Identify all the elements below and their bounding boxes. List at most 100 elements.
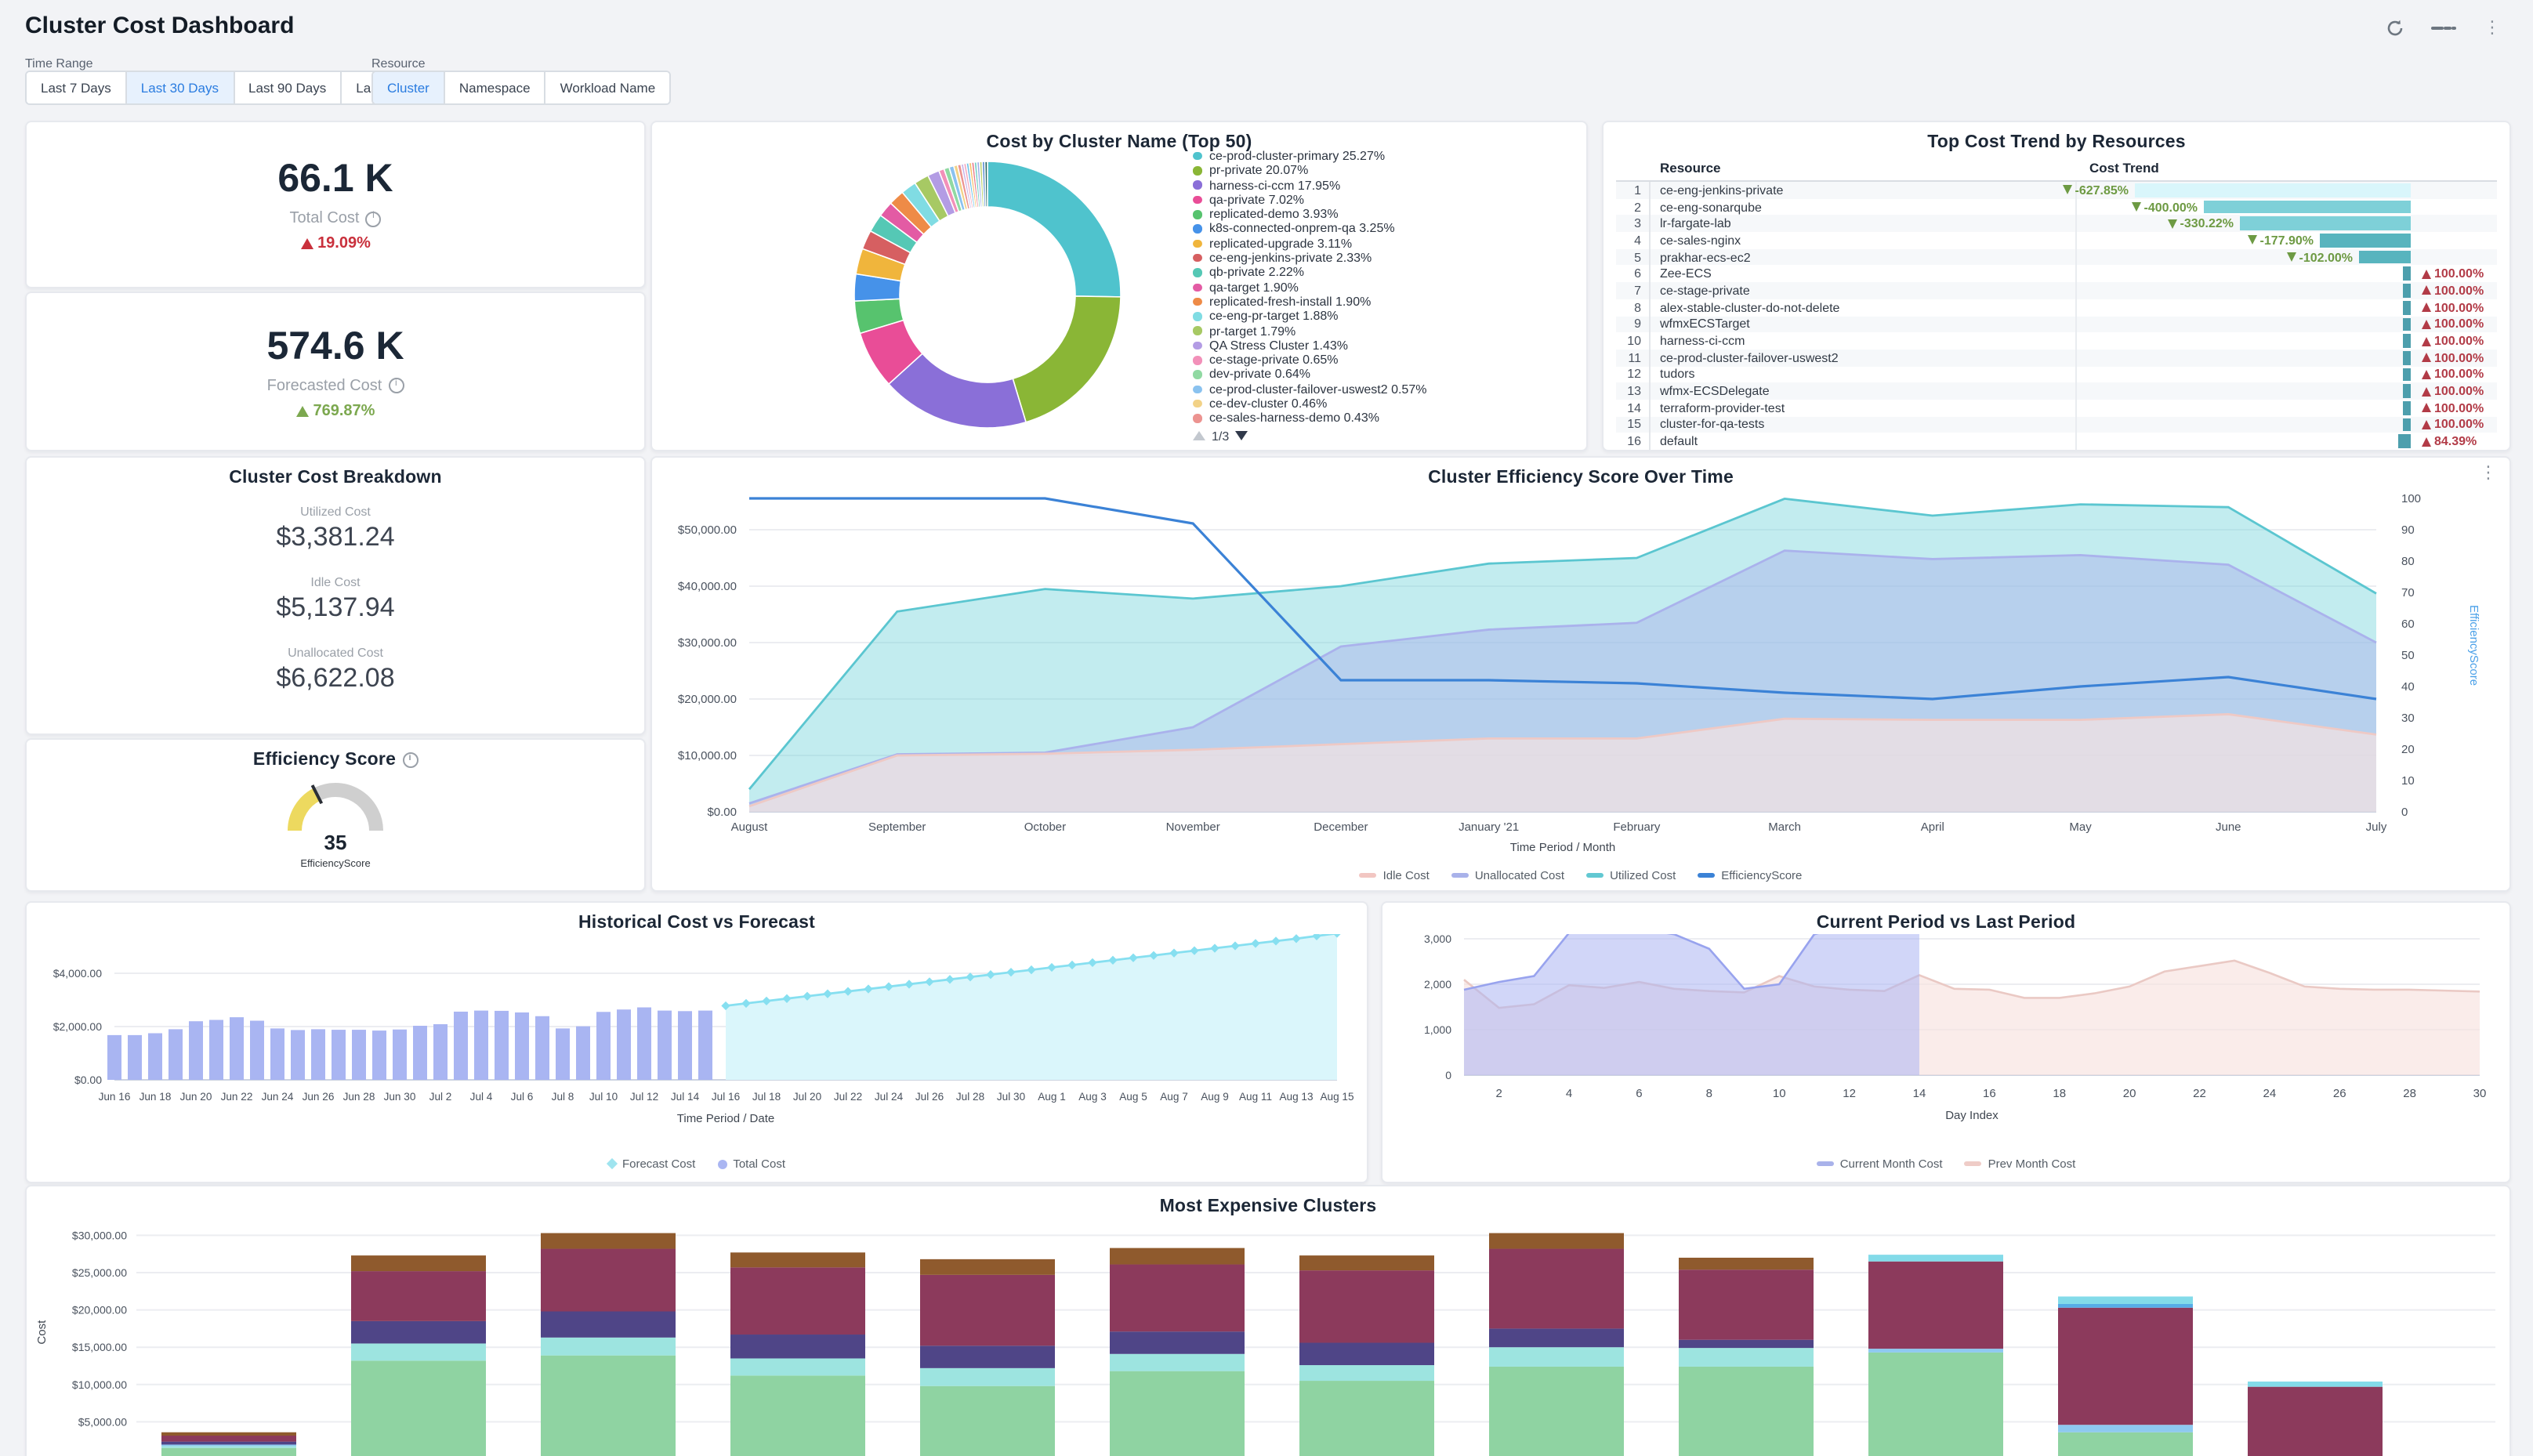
stacked-bar-segment[interactable]: [161, 1447, 296, 1456]
legend-page-up-icon[interactable]: [1193, 431, 1205, 441]
stacked-bar-segment[interactable]: [1489, 1248, 1624, 1329]
legend-item[interactable]: ce-prod-cluster-failover-uswest2 0.57%: [1193, 382, 1426, 396]
info-icon[interactable]: [402, 752, 419, 768]
resource-option-workload-name[interactable]: Workload Name: [544, 72, 670, 103]
stacked-bar-segment[interactable]: [730, 1375, 865, 1456]
stacked-bar-segment[interactable]: [1489, 1366, 1624, 1456]
stacked-bar-segment[interactable]: [161, 1432, 296, 1436]
stacked-bar-segment[interactable]: [2058, 1303, 2193, 1308]
stacked-bar-segment[interactable]: [541, 1248, 676, 1312]
stacked-bar-segment[interactable]: [1679, 1269, 1814, 1340]
cost-bar[interactable]: [678, 1011, 692, 1080]
stacked-bar-segment[interactable]: [541, 1311, 676, 1338]
stacked-bar-segment[interactable]: [351, 1271, 486, 1321]
column-header-cost-trend[interactable]: Cost Trend: [2089, 160, 2159, 176]
cost-bar[interactable]: [576, 1026, 590, 1080]
cost-bar[interactable]: [230, 1017, 244, 1080]
stacked-bar-segment[interactable]: [1679, 1348, 1814, 1367]
stacked-bar-segment[interactable]: [2248, 1381, 2383, 1387]
table-row[interactable]: 16 default 84.39%: [1616, 433, 2497, 450]
cost-bar[interactable]: [107, 1034, 121, 1080]
cost-bar[interactable]: [270, 1028, 284, 1080]
historical-chart[interactable]: $0.00 $2,000.00 $4,000.00 Jun 16 Jun 18 Jun 2…: [27, 934, 1367, 1169]
stacked-bar-segment[interactable]: [920, 1346, 1055, 1368]
filter-icon[interactable]: [2431, 16, 2456, 41]
panel-kebab-icon[interactable]: ⋮: [2480, 464, 2497, 483]
legend-item[interactable]: Total Cost: [717, 1157, 785, 1171]
efficiency-chart[interactable]: $0.00 $10,000.00 $20,000.00 $30,000.00 $40,0…: [652, 458, 2509, 853]
stacked-bar-segment[interactable]: [1299, 1342, 1434, 1366]
stacked-bar-segment[interactable]: [1679, 1339, 1814, 1349]
legend-item[interactable]: qa-private 7.02%: [1193, 194, 1426, 206]
cost-bar[interactable]: [535, 1016, 549, 1080]
legend-item[interactable]: qa-target 1.90%: [1193, 281, 1426, 294]
table-row[interactable]: 5 prakhar-ecs-ec2 -102.00%: [1616, 248, 2497, 266]
stacked-bar-segment[interactable]: [161, 1441, 296, 1445]
table-row[interactable]: 8 alex-stable-cluster-do-not-delete 100.00…: [1616, 299, 2497, 316]
cost-bar[interactable]: [393, 1029, 407, 1080]
stacked-bar-segment[interactable]: [541, 1355, 676, 1456]
cost-bar[interactable]: [637, 1007, 651, 1080]
info-icon[interactable]: [388, 378, 404, 393]
table-row[interactable]: 6 Zee-ECS 100.00%: [1616, 265, 2497, 283]
cost-bar[interactable]: [698, 1010, 712, 1080]
stacked-bar-segment[interactable]: [1489, 1328, 1624, 1348]
cost-bar[interactable]: [148, 1033, 162, 1081]
legend-item[interactable]: ce-dev-cluster 0.46%: [1193, 397, 1426, 410]
stacked-bar-segment[interactable]: [541, 1233, 676, 1249]
legend-item[interactable]: Forecast Cost: [606, 1157, 695, 1171]
stacked-bar-segment[interactable]: [920, 1274, 1055, 1346]
stacked-bar-segment[interactable]: [730, 1267, 865, 1335]
time-range-option-last-30-days[interactable]: Last 30 Days: [125, 72, 234, 103]
cost-bar[interactable]: [291, 1030, 305, 1080]
stacked-bar-segment[interactable]: [2058, 1307, 2193, 1425]
cost-bar[interactable]: [433, 1023, 448, 1080]
cost-bar[interactable]: [189, 1021, 203, 1080]
stacked-bar-segment[interactable]: [351, 1255, 486, 1272]
stacked-bar-segment[interactable]: [541, 1337, 676, 1356]
cost-bar[interactable]: [495, 1010, 509, 1080]
stacked-bar-segment[interactable]: [1110, 1264, 1245, 1332]
legend-item[interactable]: k8s-connected-onprem-qa 3.25%: [1193, 223, 1426, 235]
legend-item[interactable]: ce-eng-pr-target 1.88%: [1193, 310, 1426, 323]
cost-bar[interactable]: [372, 1030, 386, 1080]
resource-option-namespace[interactable]: Namespace: [443, 72, 545, 103]
legend-item[interactable]: replicated-fresh-install 1.90%: [1193, 295, 1426, 308]
legend-item[interactable]: ce-stage-private 0.65%: [1193, 353, 1426, 367]
table-row[interactable]: 12 tudors 100.00%: [1616, 366, 2497, 383]
stacked-bar-segment[interactable]: [161, 1436, 296, 1442]
time-range-option-last-90-days[interactable]: Last 90 Days: [233, 72, 341, 103]
cost-bar[interactable]: [474, 1010, 488, 1080]
donut-chart[interactable]: [652, 122, 1185, 450]
stacked-bar-segment[interactable]: [161, 1444, 296, 1447]
legend-item[interactable]: EfficiencyScore: [1698, 868, 1802, 882]
cost-bar[interactable]: [413, 1025, 427, 1080]
table-row[interactable]: 10 harness-ci-ccm 100.00%: [1616, 332, 2497, 350]
cost-bar[interactable]: [658, 1010, 672, 1080]
kebab-menu-icon[interactable]: ⋮: [2484, 19, 2501, 38]
stacked-bar-segment[interactable]: [1868, 1255, 2003, 1262]
stacked-bar-segment[interactable]: [1110, 1371, 1245, 1456]
legend-item[interactable]: ce-eng-jenkins-private 2.33%: [1193, 252, 1426, 264]
cost-bar[interactable]: [311, 1029, 325, 1080]
stacked-bar-segment[interactable]: [1489, 1233, 1624, 1249]
legend-item[interactable]: pr-target 1.79%: [1193, 324, 1426, 337]
stacked-bar-segment[interactable]: [351, 1360, 486, 1456]
stacked-bar-segment[interactable]: [1679, 1257, 1814, 1270]
legend-item[interactable]: ce-sales-harness-demo 0.43%: [1193, 411, 1426, 425]
stacked-bar-segment[interactable]: [2058, 1432, 2193, 1456]
stacked-bar-segment[interactable]: [2058, 1425, 2193, 1432]
info-icon[interactable]: [365, 211, 382, 226]
table-row[interactable]: 9 wfmxECSTarget 100.00%: [1616, 316, 2497, 333]
resource-option-cluster[interactable]: Cluster: [373, 72, 444, 103]
cost-bar[interactable]: [454, 1011, 468, 1080]
legend-item[interactable]: pr-private 20.07%: [1193, 164, 1426, 177]
stacked-bar-segment[interactable]: [730, 1335, 865, 1359]
cost-bar[interactable]: [169, 1029, 183, 1080]
stacked-bar-segment[interactable]: [920, 1259, 1055, 1275]
cost-bar[interactable]: [515, 1012, 529, 1080]
table-row[interactable]: 2 ce-eng-sonarqube -400.00%: [1616, 198, 2497, 216]
donut-slice-ce-prod-cluster-primary[interactable]: [987, 161, 1122, 298]
stacked-bar-segment[interactable]: [1868, 1261, 2003, 1349]
stacked-bar-segment[interactable]: [1299, 1255, 1434, 1271]
